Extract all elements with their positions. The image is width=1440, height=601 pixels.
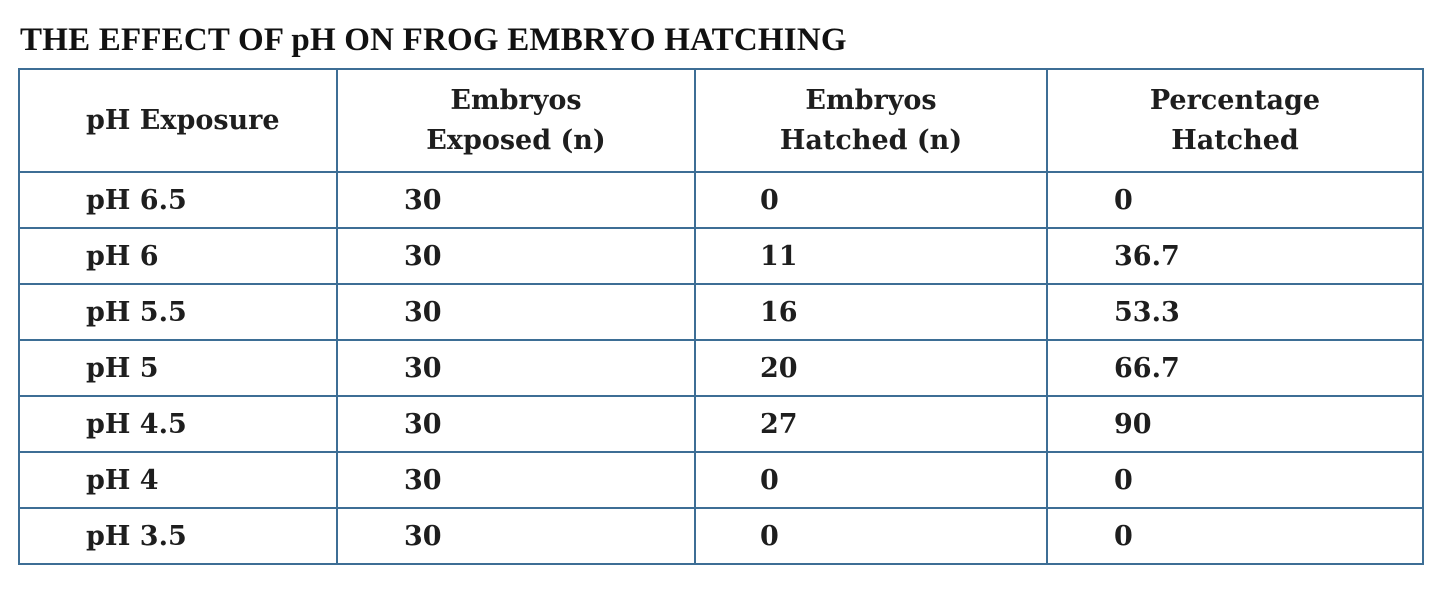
cell-exposed: 30 <box>336 339 696 397</box>
cell-ph: pH 3.5 <box>18 507 338 565</box>
cell-hatched: 27 <box>694 395 1048 453</box>
cell-exposed: 30 <box>336 395 696 453</box>
cell-ph: pH 4.5 <box>18 395 338 453</box>
table-row: pH 6.5 30 0 0 <box>18 171 1424 229</box>
table-row: pH 6 30 11 36.7 <box>18 227 1424 285</box>
cell-exposed: 30 <box>336 451 696 509</box>
header-embryos-exposed: Embryos Exposed (n) <box>336 68 696 173</box>
cell-percentage: 90 <box>1046 395 1424 453</box>
table-row: pH 5 30 20 66.7 <box>18 339 1424 397</box>
cell-ph: pH 5.5 <box>18 283 338 341</box>
cell-exposed: 30 <box>336 171 696 229</box>
cell-exposed: 30 <box>336 227 696 285</box>
cell-hatched: 0 <box>694 171 1048 229</box>
cell-exposed: 30 <box>336 283 696 341</box>
cell-percentage: 0 <box>1046 507 1424 565</box>
cell-hatched: 20 <box>694 339 1048 397</box>
cell-percentage: 53.3 <box>1046 283 1424 341</box>
header-row: pH Exposure Embryos Exposed (n) Embryos … <box>18 68 1424 173</box>
table-title: THE EFFECT OF pH ON FROG EMBRYO HATCHING <box>20 22 847 58</box>
cell-hatched: 11 <box>694 227 1048 285</box>
cell-hatched: 16 <box>694 283 1048 341</box>
table-row: pH 4.5 30 27 90 <box>18 395 1424 453</box>
data-table: pH Exposure Embryos Exposed (n) Embryos … <box>18 68 1424 565</box>
cell-ph: pH 6 <box>18 227 338 285</box>
table-row: pH 5.5 30 16 53.3 <box>18 283 1424 341</box>
table-row: pH 3.5 30 0 0 <box>18 507 1424 565</box>
cell-percentage: 0 <box>1046 451 1424 509</box>
cell-percentage: 66.7 <box>1046 339 1424 397</box>
cell-percentage: 0 <box>1046 171 1424 229</box>
cell-ph: pH 5 <box>18 339 338 397</box>
cell-hatched: 0 <box>694 507 1048 565</box>
header-ph-exposure: pH Exposure <box>18 68 338 173</box>
cell-ph: pH 4 <box>18 451 338 509</box>
table-row: pH 4 30 0 0 <box>18 451 1424 509</box>
cell-percentage: 36.7 <box>1046 227 1424 285</box>
cell-hatched: 0 <box>694 451 1048 509</box>
cell-exposed: 30 <box>336 507 696 565</box>
header-embryos-hatched: Embryos Hatched (n) <box>694 68 1048 173</box>
cell-ph: pH 6.5 <box>18 171 338 229</box>
header-percentage-hatched: Percentage Hatched <box>1046 68 1424 173</box>
